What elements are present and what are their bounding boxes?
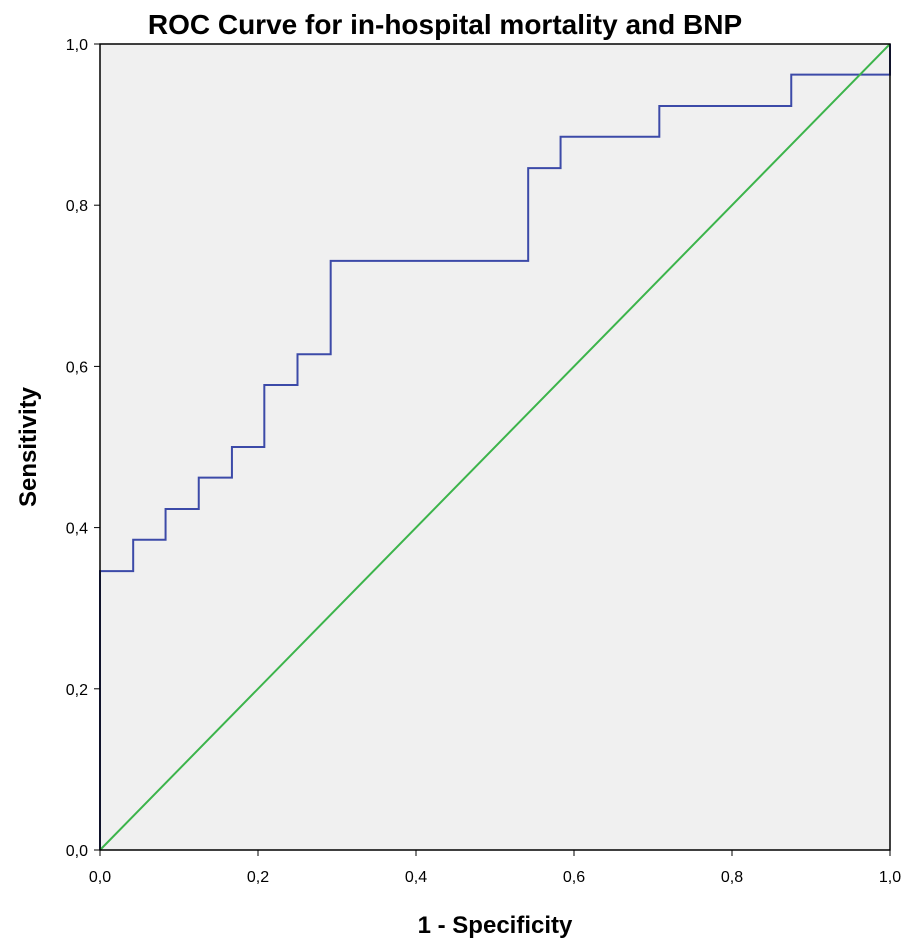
- y-tick-label: 0,4: [66, 521, 88, 538]
- chart-marks: [99, 43, 891, 851]
- y-tick-label: 0,8: [66, 198, 88, 215]
- y-axis-title: Sensitivity: [15, 386, 42, 507]
- x-tick-label: 1,0: [879, 869, 901, 886]
- x-tick-label: 0,4: [405, 869, 427, 886]
- roc-curve-line: [99, 44, 891, 850]
- chart-title: ROC Curve for in-hospital mortality and …: [148, 9, 742, 40]
- y-tick-label: 0,2: [66, 682, 88, 699]
- reference-diagonal-line: [99, 43, 891, 851]
- x-tick-label: 0,8: [721, 869, 743, 886]
- x-axis-title: 1 - Specificity: [418, 912, 573, 939]
- x-tick-label: 0,0: [89, 869, 111, 886]
- x-tick-label: 0,2: [247, 869, 269, 886]
- x-tick-label: 0,6: [563, 869, 585, 886]
- y-tick-label: 0,0: [66, 843, 88, 860]
- y-tick-label: 1,0: [66, 37, 88, 54]
- plot-frame: [99, 43, 891, 851]
- chart-axes: 0,0 0,2 0,4 0,6 0,8 1,0 0,0 0,2 0,4 0,6 0,8 1,0: [66, 37, 901, 886]
- y-tick-label: 0,6: [66, 359, 88, 376]
